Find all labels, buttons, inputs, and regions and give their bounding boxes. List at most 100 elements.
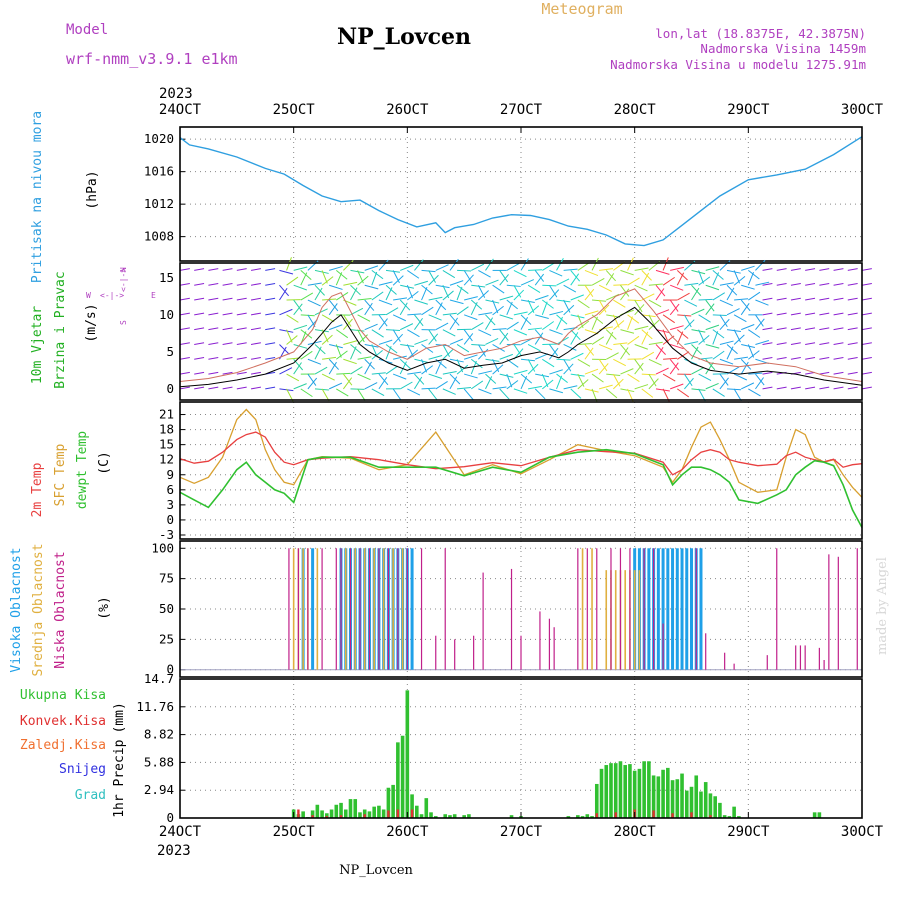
wind-barb [357, 270, 364, 284]
wind-barb [819, 357, 830, 360]
lonlat-text: lon,lat (18.8375E, 42.3875N) [655, 26, 866, 41]
wind-barb [528, 385, 542, 390]
temp-unit: (C) [97, 451, 112, 474]
wind-barb [733, 388, 742, 402]
precip-bar [448, 815, 452, 818]
wind-barb [492, 359, 500, 373]
wind-barb [428, 333, 439, 345]
cloud-bar [368, 548, 371, 670]
wind-barb [236, 312, 247, 316]
cloud-bar [675, 548, 679, 670]
clouds-ytick-label: 100 [151, 540, 174, 555]
cloud-bar [586, 548, 588, 670]
wind-barb [399, 381, 413, 390]
wind-barb [194, 268, 205, 271]
wind-barb [179, 357, 190, 360]
cloud-bar [378, 548, 380, 670]
wind-barb [393, 297, 408, 301]
wind-barb [790, 297, 801, 301]
wind-barb [364, 302, 373, 316]
wind-barb [528, 327, 543, 331]
wind-barb [670, 266, 684, 271]
wind-barb [641, 270, 652, 281]
wind-barb [300, 329, 313, 339]
wind-barb [691, 308, 705, 316]
wind-barb [485, 373, 497, 384]
clouds-ytick-label: 25 [159, 631, 174, 646]
wind-barb [584, 310, 599, 316]
wind-barb [535, 353, 549, 360]
wind-barb [307, 282, 322, 286]
cloud-bar [382, 548, 385, 670]
wind-barb [499, 295, 514, 301]
wind-barb [314, 308, 328, 316]
wind-barb [648, 283, 663, 286]
wind-barb [371, 372, 386, 375]
wind-barb [627, 257, 634, 271]
wind-barb [612, 373, 621, 387]
wind-barb [599, 268, 614, 271]
wind-barb [194, 386, 205, 390]
wind-ytick-label: 0 [166, 381, 174, 396]
wind-barb [428, 329, 437, 342]
wind-barb [357, 297, 372, 301]
wind-barb [556, 375, 563, 390]
compass-s: S [119, 320, 128, 325]
wind-barb [350, 344, 362, 354]
dewpt-line [179, 448, 863, 528]
wind-barb [286, 257, 292, 271]
wind-barb [613, 284, 628, 286]
cloud-bar [406, 548, 408, 670]
precip-bar [315, 804, 320, 818]
wind-barb [236, 371, 247, 375]
precip-bar [372, 806, 376, 818]
wind-barb [286, 329, 293, 343]
wind-barb [740, 303, 750, 316]
2m-temp-line [179, 431, 863, 476]
wind-barb [833, 371, 844, 375]
wind-barb [414, 339, 428, 345]
precip-bar [590, 816, 594, 818]
wind-barb [605, 270, 616, 282]
wind-barb [655, 329, 670, 334]
precip-bar [684, 790, 689, 818]
wind-barb [755, 340, 770, 345]
cloud-bar [397, 548, 399, 670]
wind-barb [236, 297, 247, 301]
wind-barb [662, 314, 675, 324]
wind-barb [663, 357, 678, 360]
wind-barb [570, 352, 584, 360]
wind-barb [598, 304, 610, 316]
wind-barb [428, 373, 443, 379]
x-tick-label-bottom: 26OCT [386, 824, 429, 840]
wind-barb [286, 373, 300, 382]
wind-barb [698, 334, 710, 345]
wind-barb [464, 354, 478, 360]
cloud-bar [823, 660, 825, 670]
precip-bar [713, 796, 717, 818]
precip-bar [462, 815, 466, 818]
wind-barb [279, 308, 293, 316]
wind-barb [392, 388, 402, 401]
wind-barb [591, 277, 605, 286]
precip-bar [737, 816, 741, 818]
wind-barb [286, 314, 299, 323]
wind-barb [819, 386, 830, 390]
wind-barb [691, 367, 705, 375]
wind-barb [407, 329, 420, 338]
wind-barb [612, 314, 620, 328]
wind-gust-line [179, 288, 863, 382]
wind-barb [655, 309, 670, 316]
wind-barb [591, 336, 605, 345]
wind-barb [584, 288, 595, 301]
wind-barb [265, 357, 276, 360]
wind-barb [549, 344, 559, 357]
precip-bar [599, 768, 604, 818]
wind-barb [556, 314, 568, 325]
wind-barb [463, 274, 474, 286]
precip-bar [727, 816, 732, 818]
wind-barb [563, 268, 578, 271]
wind-barb [748, 372, 763, 375]
precip-bar [405, 690, 410, 818]
